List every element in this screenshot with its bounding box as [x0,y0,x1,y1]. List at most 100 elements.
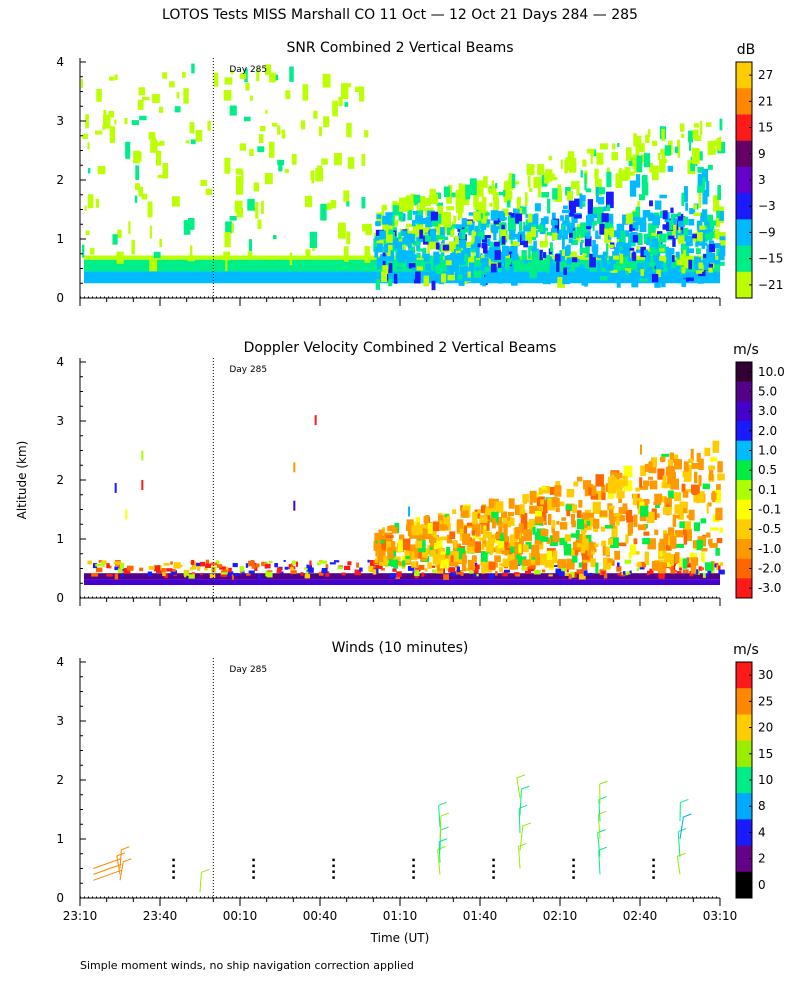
snr-cell [673,218,677,225]
dv-cell [646,570,651,575]
snr-cell [611,152,619,161]
snr-cell [480,222,487,231]
dv-cell [320,560,327,564]
snr-cell [632,154,637,170]
snr-cell [343,190,350,202]
snr-cell [483,176,488,188]
dv-cell [613,513,623,517]
dv-cell [173,564,181,569]
snr-cell [478,218,482,230]
dv-cell [391,526,398,534]
snr-cell [640,268,644,276]
snr-cell [488,247,493,251]
y-tick-label: 4 [56,55,64,69]
dv-cell [170,570,177,575]
dv-cell [510,546,518,554]
snr-cell [719,245,726,257]
colorbar-swatch [736,845,752,873]
snr-cell [423,253,430,262]
dv-cell [538,511,547,522]
panel-2: Doppler Velocity Combined 2 Vertical Bea… [56,340,785,606]
wind-missing-marker [492,858,495,862]
snr-cell [503,181,509,193]
snr-cell [581,271,587,283]
dv-cell [266,571,273,578]
snr-cell [654,238,659,250]
dv-cell [555,568,562,574]
snr-cell [423,247,427,257]
snr-cell [465,220,473,225]
snr-cell [398,232,402,240]
snr-cell [544,255,550,260]
snr-cell [713,260,721,265]
snr-cell [635,174,641,188]
dv-cell [599,510,608,517]
snr-cell [341,83,349,100]
snr-cell [699,225,706,230]
snr-cell [213,72,219,87]
snr-cell [527,213,533,223]
dv-cell [636,567,640,571]
snr-cell [566,190,573,202]
snr-cell [502,234,511,240]
snr-cell [660,256,665,262]
dv-cell [232,562,238,568]
dv-cell [578,573,586,580]
snr-cell [89,248,95,255]
snr-cell [509,245,518,255]
snr-cell [405,223,414,228]
snr-cell [381,205,385,221]
dv-cell [587,547,592,557]
snr-cell [696,220,703,231]
dv-cell [674,504,680,514]
wind-barb [676,856,681,875]
snr-cell [677,212,681,217]
dv-cell [473,541,482,553]
dv-cell [231,574,234,580]
dv-cell [679,521,685,529]
wind-barb [598,850,601,875]
snr-cell [571,216,578,223]
snr-cell [644,251,651,262]
snr-cell [464,253,468,260]
colorbar-label: -0.1 [758,503,781,517]
dv-cell [529,505,538,514]
snr-cell [649,237,656,252]
colorbar-swatch [736,539,752,560]
snr-cell [700,212,707,222]
dv-cell [475,524,481,537]
snr-cell [473,270,482,278]
snr-cell [419,196,426,211]
dv-cell [396,571,402,577]
dv-cell [264,563,271,569]
snr-cell [531,226,537,238]
snr-cell [670,207,674,214]
dv-cell [649,480,658,490]
dv-cell [639,477,643,488]
snr-cell [249,148,254,156]
snr-cell [614,247,622,253]
dv-cell [469,570,474,574]
wind-barb-flag [438,801,447,806]
dv-cell [574,572,578,578]
colorbar-label: -0.5 [758,522,781,536]
snr-cell [304,195,313,208]
snr-cell [355,86,362,92]
snr-cell [631,277,639,288]
snr-cell [655,260,664,270]
wind-barb [199,872,202,893]
dv-cell [300,572,304,576]
snr-cell [171,196,180,207]
snr-cell [696,232,703,242]
wind-missing-marker [412,864,415,868]
wind-barb [438,841,441,863]
dv-cell [548,574,553,577]
dv-cell [565,504,575,512]
snr-cell [676,274,681,284]
dv-cell [414,572,420,577]
snr-cell [681,192,685,206]
snr-cell [654,277,661,288]
dv-cell [674,492,682,502]
snr-cell [386,234,393,243]
snr-cell [444,236,449,241]
